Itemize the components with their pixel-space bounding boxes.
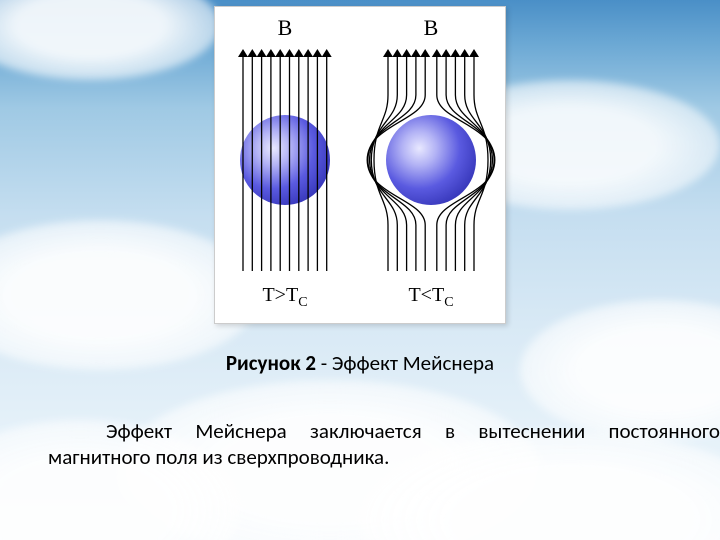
meissner-diagram: B B T>TC T<TC	[215, 7, 505, 323]
label-t-left: T>TC	[262, 284, 307, 310]
field-line-expelled	[474, 57, 488, 271]
panel-right	[367, 49, 495, 271]
sphere-right	[386, 115, 476, 205]
panel-left	[238, 49, 332, 271]
description-text: Эффект Мейснера заключается в вытеснении…	[48, 418, 720, 471]
label-t-right: T<TC	[408, 284, 453, 310]
figure-caption: Рисунок 2 - Эффект Мейснера	[0, 350, 720, 376]
sphere-left	[240, 115, 330, 205]
caption-rest: - Эффект Мейснера	[316, 350, 494, 376]
label-b-right: B	[424, 15, 439, 40]
cloud	[0, 0, 220, 80]
figure-box: B B T>TC T<TC	[214, 6, 506, 324]
slide: B B T>TC T<TC Рисунок 2 - Эффект Мейснер…	[0, 0, 720, 540]
label-b-left: B	[278, 15, 293, 40]
field-line-expelled	[374, 57, 388, 271]
caption-bold: Рисунок 2	[226, 350, 316, 376]
